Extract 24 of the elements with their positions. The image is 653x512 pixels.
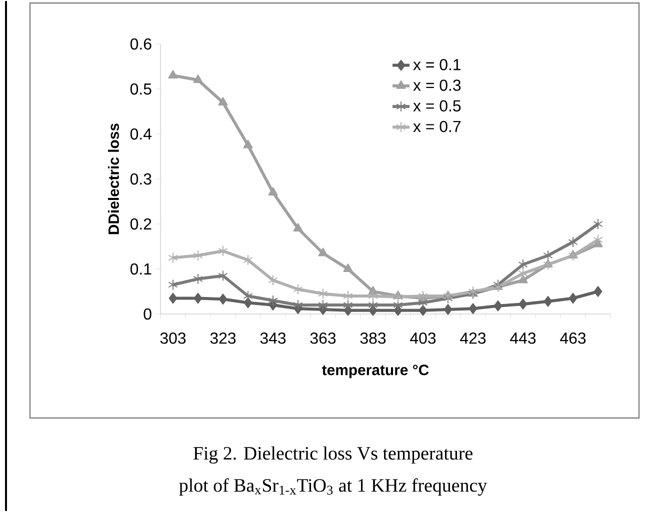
y-tick-label: 0.5: [130, 83, 152, 95]
y-axis-title: DDielectric loss: [108, 124, 119, 234]
y-tick-label: 0.1: [130, 263, 152, 275]
legend-label: x = 0.7: [413, 120, 461, 132]
x-axis-title: temperature °C: [322, 364, 429, 378]
x-tick-label: 383: [360, 332, 386, 344]
text: plot of Ba$_{x}$Sr$_{1-x}$TiO$_{3}$ at 1 KHz frequency: [179, 478, 488, 496]
x-tick-label: 363: [310, 332, 336, 344]
x-tick-label: 343: [260, 332, 286, 344]
x-tick-label: 463: [560, 332, 586, 344]
legend-label: x = 0.3: [413, 80, 461, 91]
x-tick-label: 403: [410, 332, 436, 344]
y-tick-label: 0.6: [130, 38, 152, 50]
y-tick-label: 0.3: [130, 173, 152, 185]
legend-label: x = 0.1: [413, 58, 461, 70]
y-tick-label: 0.4: [130, 128, 152, 140]
y-tick-label: 0: [144, 308, 152, 320]
caption: Fig 2. Dielectric loss Vs temperature: [193, 446, 472, 464]
x-tick-label: 423: [460, 332, 486, 344]
x-tick-label: 303: [160, 332, 186, 344]
legend-label: x = 0.5: [413, 100, 461, 112]
x-tick-label: 323: [210, 332, 236, 344]
x-tick-label: 443: [510, 332, 536, 344]
y-tick-label: 0.2: [130, 218, 152, 230]
